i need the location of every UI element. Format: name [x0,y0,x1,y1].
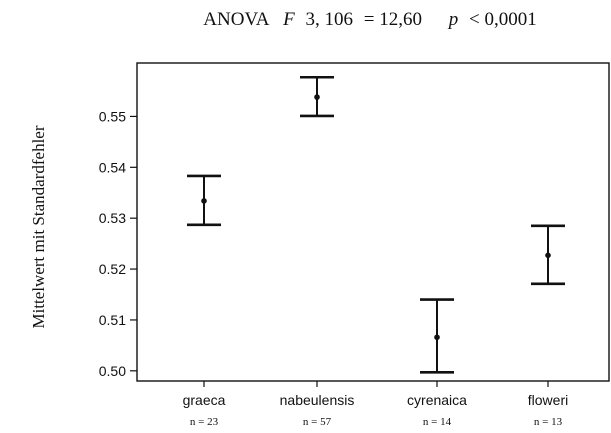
category-label: graeca [183,392,226,408]
y-tick-label: 0.50 [99,363,126,379]
error-bars [187,75,565,374]
chart-title: ANOVA F 3, 106 = 12,60 p < 0,0001 [203,9,536,30]
sample-size-label: n = 14 [423,416,452,428]
mean-point [201,198,207,204]
y-tick-label: 0.54 [99,159,126,175]
title-p-value: < 0,0001 [469,9,537,30]
y-tick-label: 0.51 [99,312,126,328]
category-label: cyrenaica [407,392,467,408]
sample-size-label: n = 57 [303,416,332,428]
title-value: = 12,60 [364,9,422,30]
title-p-symbol: p [447,9,459,30]
mean-point [545,252,551,259]
y-tick-label: 0.53 [99,210,126,226]
y-axis-label: Mittelwert mit Standardfehler [29,125,48,328]
title-stat: F [282,9,295,30]
mean-point [314,94,320,100]
y-axis-ticks: 0.50 0.51 0.52 0.53 0.54 0.55 [99,108,137,379]
x-axis-labels: graeca n = 23 nabeulensis n = 57 cyrenaica n … [183,381,568,428]
sample-size-label: n = 23 [190,416,219,428]
y-tick-label: 0.55 [99,108,126,124]
plot-frame [136,62,610,382]
category-label: floweri [528,392,568,408]
category-label: nabeulensis [280,392,355,408]
title-prefix: ANOVA [203,9,269,30]
sample-size-label: n = 13 [534,416,563,428]
mean-point [434,334,440,341]
y-tick-label: 0.52 [99,261,126,277]
title-df: 3, 106 [306,9,354,30]
